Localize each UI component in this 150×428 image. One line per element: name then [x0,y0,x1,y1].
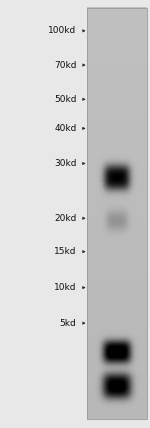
Text: 10kd: 10kd [54,283,76,292]
Text: 100kd: 100kd [48,26,76,36]
Text: 50kd: 50kd [54,95,76,104]
Text: 70kd: 70kd [54,60,76,70]
Text: 20kd: 20kd [54,214,76,223]
Text: WWW.PTGLAB.COM: WWW.PTGLAB.COM [99,180,105,248]
Text: 5kd: 5kd [60,318,76,328]
Text: 30kd: 30kd [54,159,76,168]
Text: 40kd: 40kd [54,124,76,133]
Text: 15kd: 15kd [54,247,76,256]
Bar [87,8,147,419]
